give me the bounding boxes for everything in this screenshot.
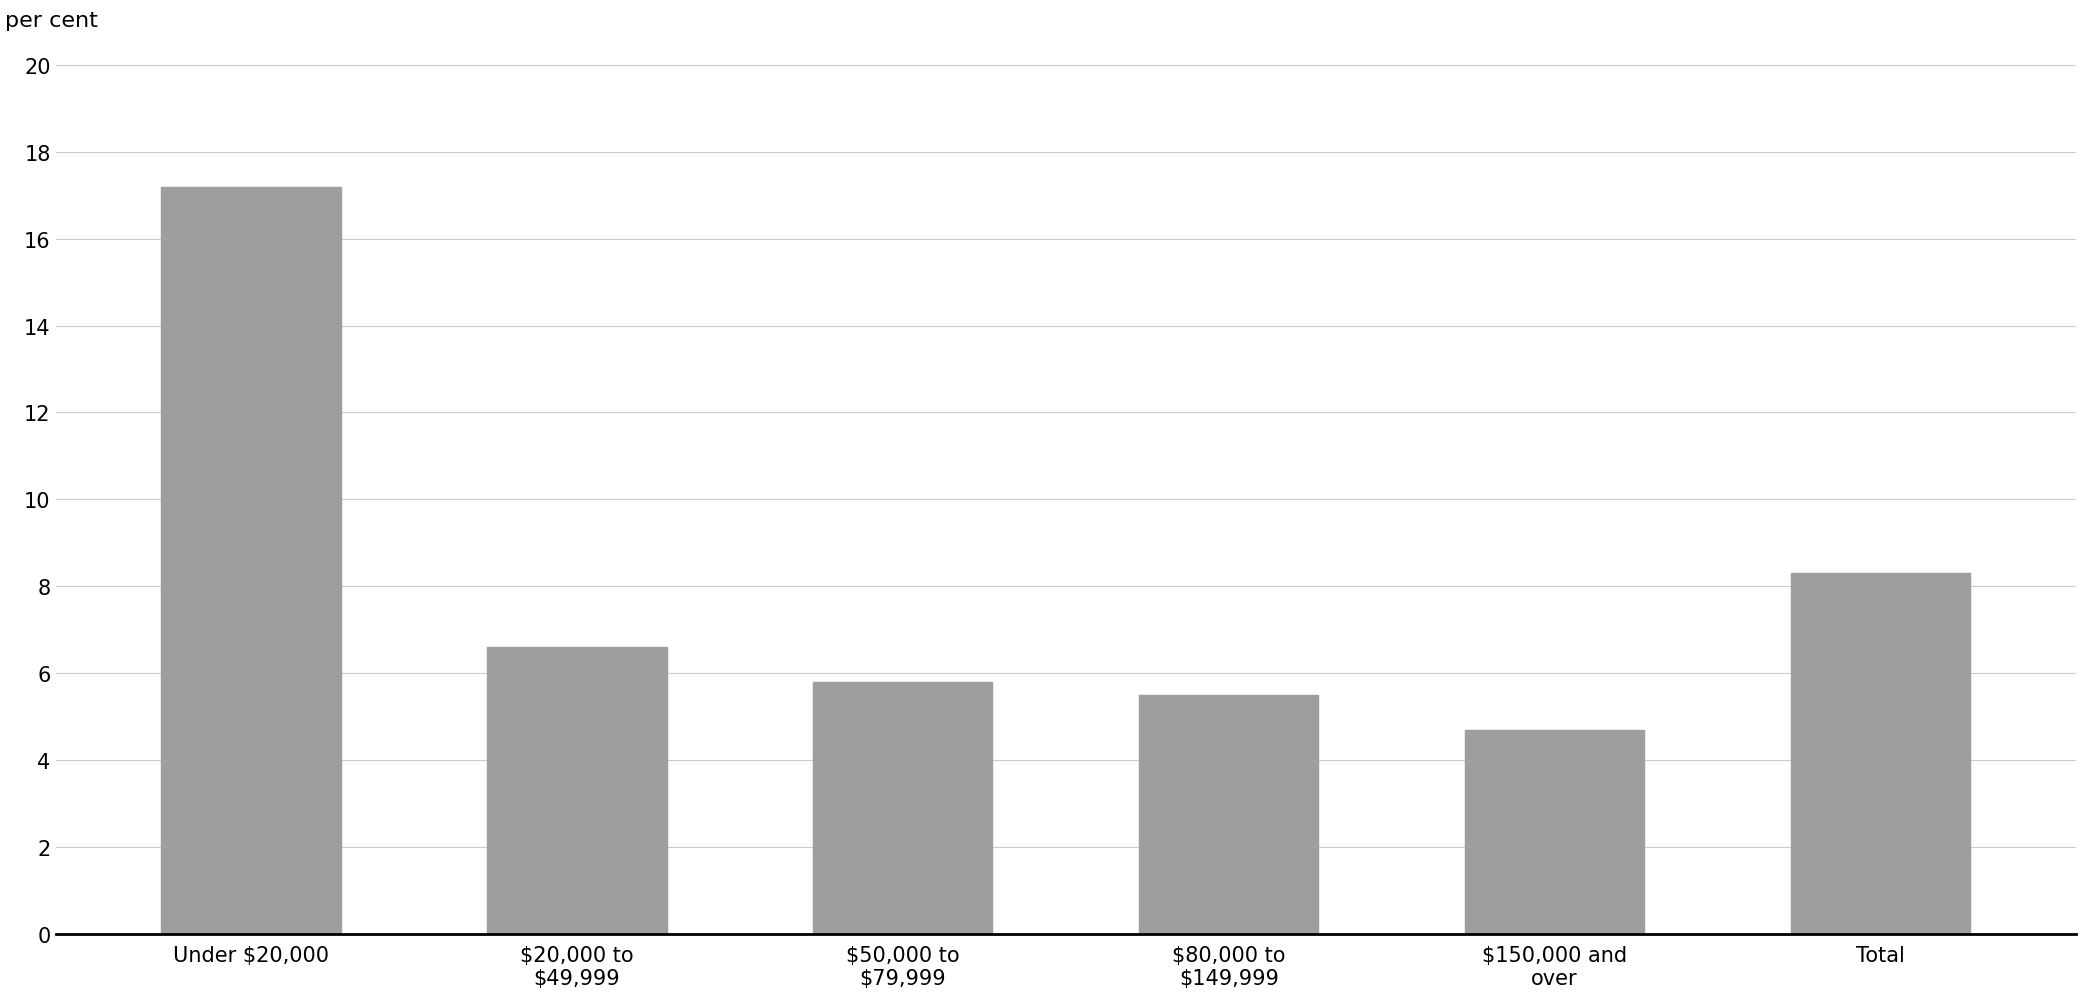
Bar <box>1466 730 1644 934</box>
Bar <box>813 682 993 934</box>
Bar <box>161 188 341 934</box>
Bar <box>487 647 667 934</box>
Bar <box>1140 695 1317 934</box>
Bar <box>1790 574 1970 934</box>
Text: per cent: per cent <box>4 11 98 31</box>
